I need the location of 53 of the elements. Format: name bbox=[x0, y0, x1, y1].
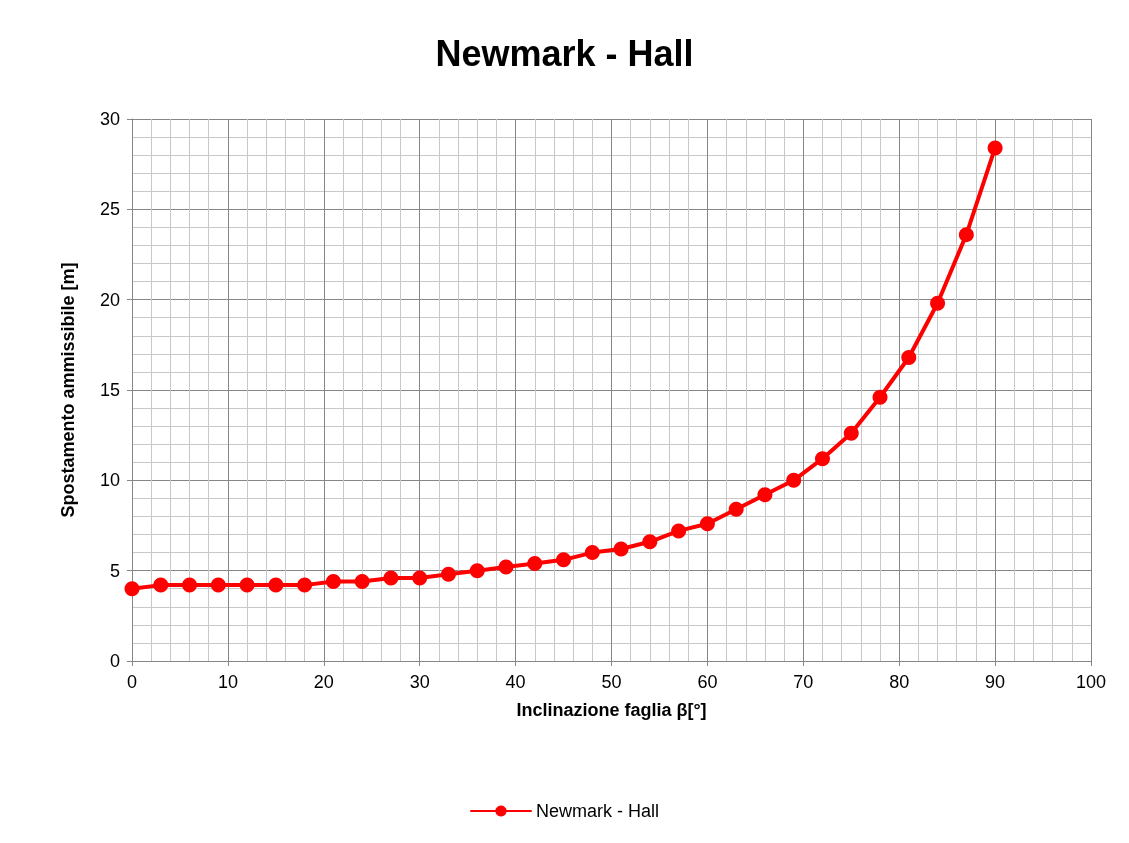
x-tick-label: 40 bbox=[505, 672, 526, 692]
x-tick-label: 70 bbox=[793, 672, 814, 692]
point bbox=[383, 570, 399, 586]
point bbox=[239, 577, 255, 593]
point bbox=[268, 577, 284, 593]
y-axis-title: Spostamento ammissibile [m] bbox=[58, 262, 78, 518]
point bbox=[930, 295, 946, 311]
point bbox=[642, 534, 658, 550]
point bbox=[556, 552, 572, 568]
point bbox=[124, 581, 140, 597]
y-tick-label: 0 bbox=[109, 651, 120, 671]
chart-title: Newmark - Hall bbox=[435, 32, 694, 74]
point bbox=[786, 472, 802, 488]
point bbox=[901, 349, 917, 365]
y-tick-label: 15 bbox=[99, 380, 120, 400]
x-tick-label: 80 bbox=[889, 672, 910, 692]
point bbox=[210, 577, 226, 593]
point bbox=[671, 523, 687, 539]
point bbox=[354, 574, 370, 589]
point bbox=[987, 140, 1003, 156]
point bbox=[584, 545, 600, 561]
x-tick-label: 60 bbox=[697, 672, 718, 692]
point bbox=[958, 227, 974, 243]
point bbox=[182, 577, 198, 593]
x-tick-label: 20 bbox=[313, 672, 334, 692]
point bbox=[325, 574, 341, 589]
point bbox=[613, 541, 629, 557]
point bbox=[469, 563, 485, 579]
point bbox=[412, 570, 428, 586]
x-tick-label: 90 bbox=[985, 672, 1006, 692]
x-tick-label: 100 bbox=[1075, 672, 1107, 692]
point bbox=[297, 577, 313, 593]
y-tick-label: 25 bbox=[99, 199, 120, 220]
x-tick-label: 50 bbox=[601, 672, 622, 692]
y-tick-label: 20 bbox=[99, 289, 120, 310]
point bbox=[699, 516, 715, 532]
point bbox=[153, 577, 169, 593]
legend-label: Newmark - Hall bbox=[535, 801, 660, 821]
y-tick-label: 30 bbox=[99, 109, 120, 129]
point bbox=[757, 487, 773, 503]
y-tick-label: 5 bbox=[109, 560, 120, 581]
x-tick-label: 30 bbox=[409, 672, 430, 692]
x-axis-title: Inclinazione faglia β[°] bbox=[516, 700, 707, 720]
point bbox=[815, 451, 830, 467]
point bbox=[440, 566, 456, 582]
x-tick-label: 10 bbox=[217, 672, 238, 692]
point bbox=[728, 501, 744, 517]
point bbox=[527, 555, 543, 571]
x-tick-label: 0 bbox=[126, 672, 138, 692]
point bbox=[498, 559, 514, 575]
point bbox=[872, 389, 888, 405]
point bbox=[843, 425, 859, 441]
y-tick-label: 10 bbox=[99, 470, 120, 491]
